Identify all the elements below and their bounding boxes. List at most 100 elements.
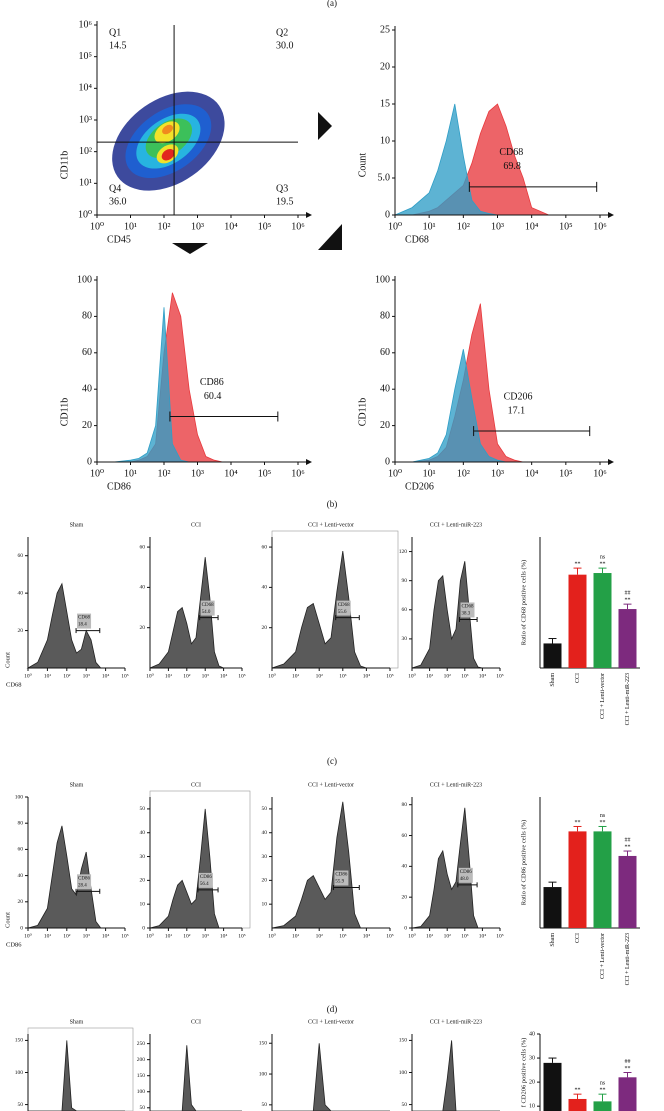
significance: ## <box>625 591 631 597</box>
y-tick-label: 0 <box>385 209 390 220</box>
bar <box>568 1098 587 1111</box>
y-tick-label: 80 <box>380 311 390 322</box>
x-axis-label: CD206 <box>405 481 434 492</box>
significance: ** <box>600 820 606 826</box>
y-tick-label: 40 <box>140 830 146 836</box>
y-tick-label: 20 <box>18 628 24 634</box>
y-tick-label: 80 <box>18 820 24 826</box>
y-tick-label: 40 <box>140 585 146 591</box>
bar <box>543 1062 562 1111</box>
gate-name: CD68 <box>78 616 90 621</box>
significance: ns <box>600 813 606 819</box>
quadrant-name: Q4 <box>109 183 121 194</box>
bar <box>618 609 637 668</box>
x-tick-label: 10⁵ <box>386 933 394 939</box>
x-tick-label: 10⁴ <box>224 468 238 479</box>
category-label: CCI + Lenti-miR-223 <box>625 673 631 725</box>
y-tick-label: 40 <box>380 383 390 394</box>
x-tick-label: 10² <box>158 468 171 479</box>
y-tick-label: 40 <box>82 383 92 394</box>
y-tick-label: 10 <box>529 1104 535 1110</box>
y-tick-label: 20 <box>380 61 390 72</box>
bar <box>618 1077 637 1111</box>
y-tick-label: 5.0 <box>378 172 391 183</box>
density-cloud <box>112 91 225 191</box>
gate-value: 38.3 <box>462 612 471 617</box>
bar <box>618 855 637 928</box>
category-label: Sham <box>550 933 556 947</box>
y-tick-label: 200 <box>137 1057 146 1063</box>
significance: ** <box>625 844 631 850</box>
y-tick-label: 0 <box>87 456 92 467</box>
x-tick-label: 10⁴ <box>102 933 110 939</box>
significance: ** <box>600 561 606 567</box>
y-tick-label: 15 <box>380 98 390 109</box>
x-tick-label: 10¹ <box>44 933 52 939</box>
bar <box>543 643 562 668</box>
significance: ** <box>575 1088 581 1094</box>
flow-arrow <box>172 243 208 254</box>
gate-name: CD86 <box>200 875 212 880</box>
x-axis-label: CD86 <box>6 941 22 948</box>
significance: ** <box>575 561 581 567</box>
x-tick-label: 10² <box>63 673 71 679</box>
gate-value: 54.0 <box>202 610 211 615</box>
x-tick-label: 10³ <box>191 468 204 479</box>
x-axis-label: CD68 <box>6 681 22 688</box>
x-tick-label: 10⁶ <box>291 221 305 232</box>
y-tick-label: 150 <box>399 1038 408 1044</box>
x-axis-label: CD45 <box>107 234 131 245</box>
plot-title: CCI + Lenti-vector <box>308 1019 354 1025</box>
x-tick-label: 10² <box>63 933 71 939</box>
y-tick-label: 60 <box>402 833 408 839</box>
gate-label-box <box>460 602 475 618</box>
y-tick-label: 150 <box>15 1038 24 1044</box>
bar <box>593 831 612 928</box>
gate-value: 55.9 <box>335 880 344 885</box>
histogram-area <box>272 1043 390 1111</box>
y-tick-label: 150 <box>259 1041 268 1047</box>
x-tick-label: 10² <box>183 933 191 939</box>
y-tick-label: 100 <box>77 274 92 285</box>
gate-value: 60.4 <box>204 391 222 402</box>
x-tick-label: 10⁶ <box>593 468 607 479</box>
y-axis-label: CD11b <box>59 151 70 180</box>
x-tick-label: 10³ <box>83 673 91 679</box>
plot-title: CCI + Lenti-miR-223 <box>430 1019 482 1025</box>
x-tick-label: 10¹ <box>292 673 300 679</box>
histogram-area <box>271 551 390 669</box>
category-label: CCI + Lenti-miR-223 <box>625 933 631 985</box>
gate-label-box <box>77 613 92 629</box>
y-tick-label: 0 <box>20 925 23 931</box>
y-tick-label: 50 <box>262 1102 268 1108</box>
gate-name: CD86 <box>460 870 472 875</box>
bar <box>593 1101 612 1111</box>
y-tick-label: 80 <box>402 802 408 808</box>
y-tick-label: 100 <box>137 1089 146 1095</box>
x-tick-label: 10⁵ <box>559 468 573 479</box>
histogram-area <box>411 807 500 929</box>
x-tick-label: 10⁰ <box>90 468 104 479</box>
plot-title: CCI <box>191 1019 201 1025</box>
x-tick-label: 10⁴ <box>363 673 371 679</box>
y-tick-label: 40 <box>18 873 24 879</box>
x-tick-label: 10⁴ <box>525 468 539 479</box>
y-tick-label: 30 <box>529 1055 535 1061</box>
quadrant-name: Q2 <box>276 27 288 38</box>
category-label: CCI <box>575 673 581 683</box>
x-tick-label: 10² <box>444 673 452 679</box>
significance: ** <box>625 598 631 604</box>
y-axis-label: Ratio of CD68 positive cells (%) <box>520 560 527 645</box>
x-tick-label: 10⁰ <box>268 672 277 679</box>
x-axis-arrow <box>306 459 312 465</box>
y-axis-label: f CD206 positive cells (%) <box>520 1038 527 1108</box>
y-tick-label: 40 <box>262 830 268 836</box>
y-tick-label: 80 <box>82 311 92 322</box>
y-tick-label: 20 <box>82 420 92 431</box>
x-tick-label: 10³ <box>83 933 91 939</box>
gate-name: CD86 <box>200 377 224 388</box>
x-tick-label: 10⁰ <box>268 932 277 939</box>
gate-value: 69.8 <box>503 161 521 172</box>
